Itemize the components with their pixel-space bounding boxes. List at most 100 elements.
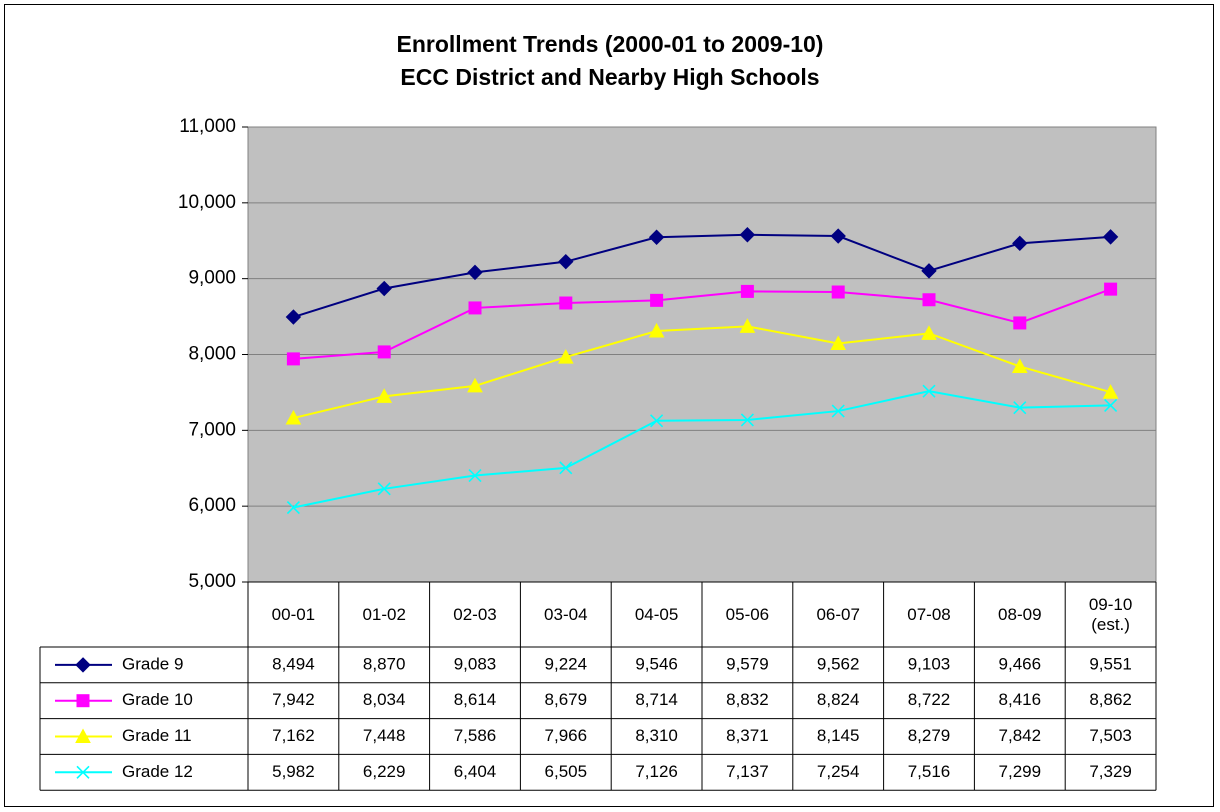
- x-tick-label-box: 09-10 (est.): [1065, 582, 1156, 647]
- marker: [739, 318, 756, 333]
- category-cell: 06-07: [793, 582, 884, 647]
- category-cell: 03-04: [520, 582, 611, 647]
- marker: [921, 325, 937, 340]
- table-value: 9,579: [726, 654, 769, 673]
- x-tick-label-box: 08-09: [974, 582, 1065, 647]
- table-value: 9,466: [999, 654, 1042, 673]
- table-value: 8,614: [454, 690, 497, 709]
- marker: [1013, 401, 1027, 415]
- table-value: 6,404: [454, 762, 497, 781]
- x-tick-label: 03-04: [544, 604, 588, 624]
- marker: [467, 377, 483, 393]
- x-tick-label: 09-10 (est.): [1088, 594, 1133, 634]
- table-value: 6,505: [545, 762, 588, 781]
- table-value: 9,562: [817, 654, 860, 673]
- table-value: 8,722: [908, 690, 951, 709]
- table-value: 9,224: [545, 654, 588, 673]
- x-tick-label-box: 07-08: [884, 582, 975, 647]
- y-tick-label: 6,000: [188, 495, 236, 516]
- y-tick-label: 7,000: [188, 419, 236, 440]
- series-line: [293, 325, 1111, 420]
- table-value: 7,162: [272, 726, 315, 745]
- marker: [75, 728, 91, 743]
- marker: [285, 409, 302, 425]
- table-value: 7,503: [1089, 726, 1132, 745]
- marker: [285, 309, 302, 325]
- marker: [1012, 235, 1028, 252]
- marker: [467, 264, 483, 281]
- x-tick-label-box: 00-01: [248, 582, 339, 647]
- x-tick-label: 07-08: [907, 604, 951, 624]
- x-tick-label: 00-01: [271, 604, 316, 624]
- x-tick-label: 05-06: [725, 604, 770, 624]
- table-value: 8,416: [999, 690, 1042, 709]
- marker: [1011, 358, 1028, 373]
- marker: [286, 352, 300, 366]
- x-tick-label-box: 04-05: [611, 582, 702, 647]
- chart-title: Enrollment Trends (2000-01 to 2009-10): [397, 31, 824, 57]
- marker: [559, 461, 573, 475]
- table-value: 5,982: [272, 762, 315, 781]
- table-value: 8,279: [908, 726, 951, 745]
- table-value: 8,832: [726, 690, 769, 709]
- marker: [376, 388, 393, 403]
- marker: [648, 322, 665, 338]
- table-value: 7,516: [908, 762, 951, 781]
- table-value: 8,034: [363, 690, 406, 709]
- marker: [739, 227, 756, 243]
- category-cell: 09-10 (est.): [1065, 582, 1156, 647]
- x-tick-label: 02-03: [453, 604, 497, 624]
- category-cell: 02-03: [430, 582, 521, 647]
- series-line: [293, 390, 1111, 509]
- table-value: 8,714: [635, 690, 678, 709]
- category-cell: 07-08: [884, 582, 975, 647]
- category-cell: 01-02: [339, 582, 430, 647]
- marker: [830, 335, 847, 351]
- x-tick-label-box: 01-02: [339, 582, 430, 647]
- y-tick-label: 5,000: [188, 571, 236, 592]
- marker: [922, 293, 936, 307]
- table-value: 7,842: [999, 726, 1042, 745]
- marker: [557, 349, 574, 364]
- marker: [650, 414, 664, 428]
- x-tick-label: 08-09: [998, 604, 1042, 624]
- marker: [76, 765, 90, 779]
- table-value: 7,448: [363, 726, 406, 745]
- y-tick-label: 9,000: [188, 268, 236, 289]
- table-value: 8,371: [726, 726, 769, 745]
- table-value: 8,494: [272, 654, 315, 673]
- marker: [922, 384, 936, 398]
- marker: [75, 657, 91, 673]
- marker: [1102, 384, 1119, 399]
- table-value: 7,126: [635, 762, 678, 781]
- chart-subtitle: ECC District and Nearby High Schools: [400, 64, 819, 90]
- table-value: 7,254: [817, 762, 860, 781]
- legend-label: Grade 10: [122, 690, 193, 709]
- marker: [377, 482, 391, 496]
- table-value: 8,310: [635, 726, 678, 745]
- marker: [831, 404, 845, 418]
- x-tick-label-box: 03-04: [520, 582, 611, 647]
- marker: [558, 253, 574, 270]
- table-value: 7,966: [545, 726, 588, 745]
- category-cell: 00-01: [248, 582, 339, 647]
- table-value: 9,551: [1089, 654, 1132, 673]
- table-value: 8,145: [817, 726, 860, 745]
- table-value: 7,942: [272, 690, 315, 709]
- x-tick-label: 04-05: [634, 604, 679, 624]
- marker: [468, 468, 482, 483]
- table-value: 9,546: [635, 654, 678, 673]
- x-tick-label-box: 05-06: [702, 582, 793, 647]
- x-tick-label-box: 06-07: [793, 582, 884, 647]
- marker: [468, 301, 482, 315]
- table-value: 9,083: [454, 654, 497, 673]
- series-line: [293, 288, 1111, 360]
- table-value: 7,586: [454, 726, 497, 745]
- table-value: 8,824: [817, 690, 860, 709]
- y-tick-label: 11,000: [179, 116, 236, 137]
- x-tick-label-box: 02-03: [430, 582, 521, 647]
- legend-label: Grade 9: [122, 654, 183, 673]
- y-tick-label: 10,000: [178, 192, 236, 213]
- y-tick-label: 8,000: [188, 344, 236, 365]
